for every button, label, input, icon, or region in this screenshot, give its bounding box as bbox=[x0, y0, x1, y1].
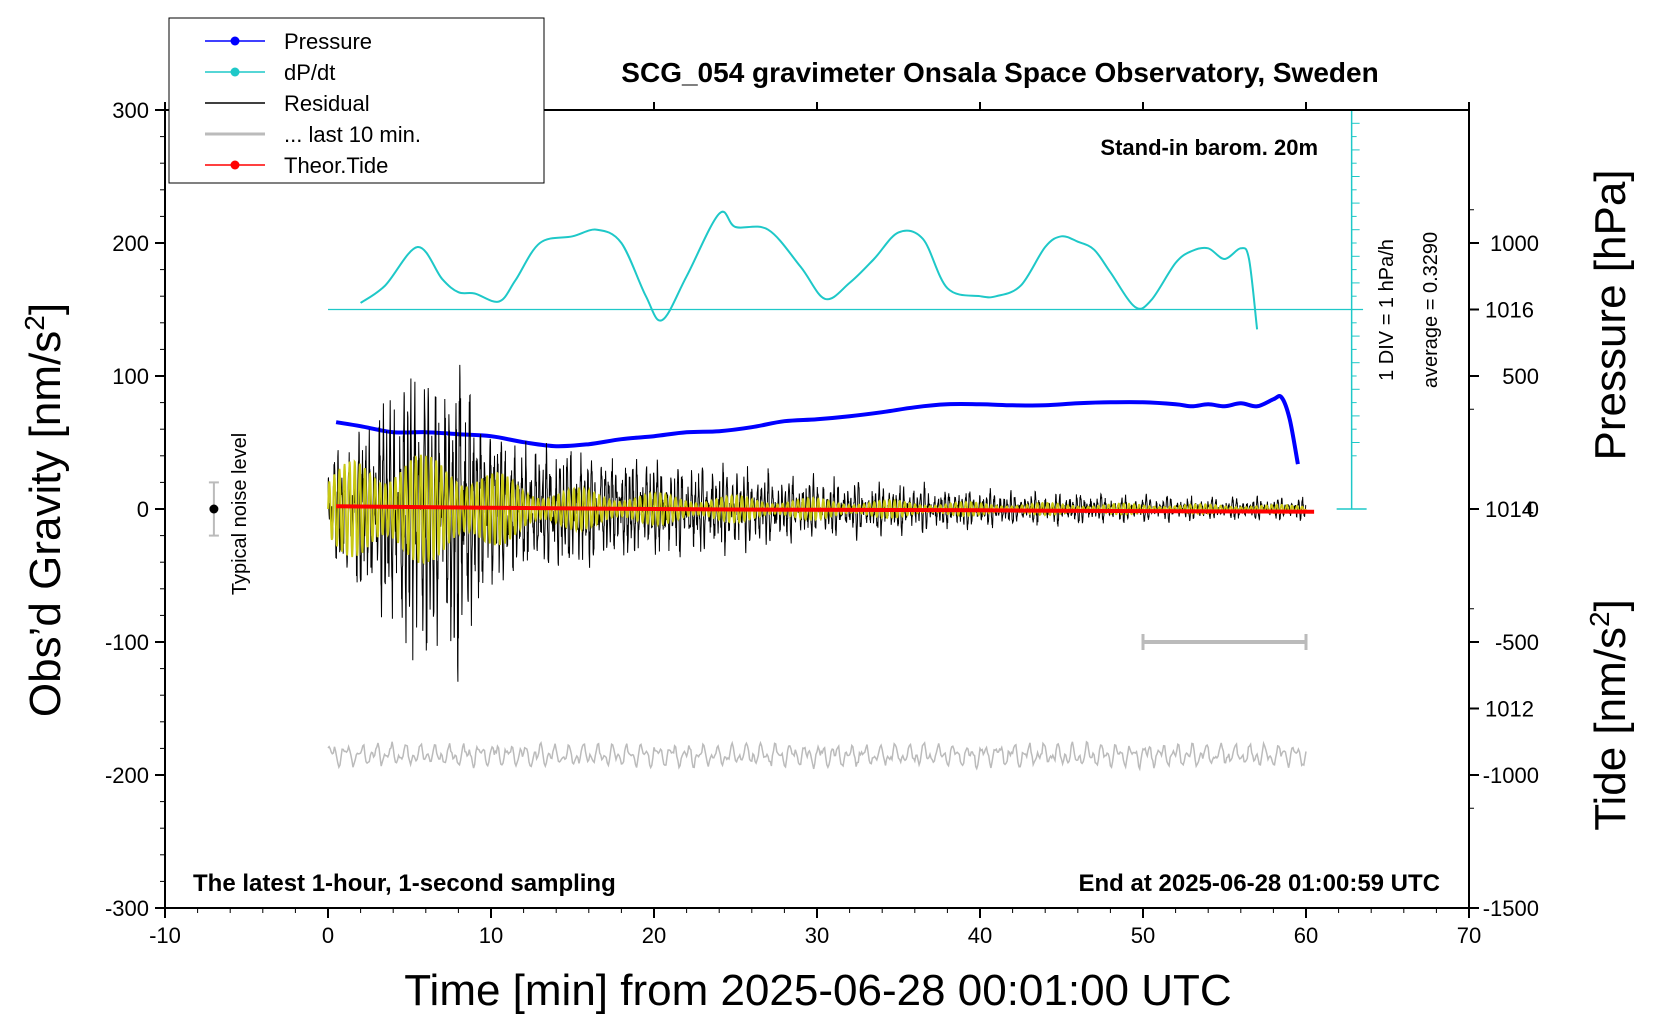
legend: Pressure dP/dt Residual ... last 10 min. The… bbox=[168, 17, 545, 184]
pressure-line bbox=[335, 394, 1300, 465]
legend-entry-label: ... last 10 min. bbox=[284, 122, 421, 147]
x-tick-label: -10 bbox=[149, 923, 181, 948]
barometer-annotation: Stand-in barom. 20m bbox=[1100, 135, 1318, 160]
x-tick-label: 60 bbox=[1294, 923, 1318, 948]
y-axis-title-gravity: Obs’d Gravity [nm/s2] bbox=[19, 303, 70, 717]
average-label: average = 0.3290 bbox=[1420, 232, 1442, 388]
div-scale-label: 1 DIV = 1 hPa/h bbox=[1376, 239, 1398, 381]
tide-tick-label: 500 bbox=[1502, 364, 1539, 389]
y-axis-title-pressure: Pressure [hPa] bbox=[1586, 169, 1635, 460]
chart-title: SCG_054 gravimeter Onsala Space Observat… bbox=[621, 57, 1378, 88]
y-tick-label: -100 bbox=[105, 630, 149, 655]
y-tick-label: 100 bbox=[112, 364, 149, 389]
pressure-tick-label: 1012 bbox=[1485, 697, 1534, 722]
y-tick-label: -200 bbox=[105, 763, 149, 788]
tide-tick-label: -1500 bbox=[1483, 896, 1539, 921]
x-axis-title: Time [min] from 2025-06-28 00:01:00 UTC bbox=[404, 966, 1231, 1015]
tide-tick-label: 1000 bbox=[1490, 231, 1539, 256]
legend-marker bbox=[230, 67, 240, 77]
last-10-min-line bbox=[327, 740, 1307, 772]
latest-hour-annotation: The latest 1-hour, 1-second sampling bbox=[193, 870, 616, 897]
legend-entry-label: dP/dt bbox=[284, 60, 335, 85]
tide-tick-label: 0 bbox=[1527, 497, 1539, 522]
x-tick-label: 10 bbox=[479, 923, 503, 948]
legend-marker bbox=[230, 36, 240, 46]
y-tick-label: 300 bbox=[112, 98, 149, 123]
noise-bar-dot bbox=[209, 504, 219, 514]
y-axis-title-tide: Tide [nm/s2] bbox=[1584, 599, 1635, 831]
y-tick-label: -300 bbox=[105, 896, 149, 921]
legend-entry-label: Residual bbox=[284, 91, 370, 116]
x-tick-label: 0 bbox=[322, 923, 334, 948]
dpdt-scale-axis bbox=[328, 109, 1367, 510]
x-tick-label: 70 bbox=[1457, 923, 1481, 948]
tide-tick-label: -1000 bbox=[1483, 763, 1539, 788]
legend-box bbox=[168, 17, 545, 184]
tide-tick-label: -500 bbox=[1495, 630, 1539, 655]
dpdt-line bbox=[360, 210, 1259, 330]
x-tick-label: 50 bbox=[1131, 923, 1155, 948]
legend-marker bbox=[230, 160, 240, 170]
pressure-tick-label: 1014 bbox=[1485, 497, 1534, 522]
x-tick-label: 20 bbox=[642, 923, 666, 948]
y-tick-label: 200 bbox=[112, 231, 149, 256]
x-tick-label: 40 bbox=[968, 923, 992, 948]
pressure-tick-label: 1016 bbox=[1485, 298, 1534, 323]
theoretical-tide-line bbox=[336, 504, 1315, 514]
legend-entry-label: Theor.Tide bbox=[284, 153, 388, 178]
x-tick-label: 30 bbox=[805, 923, 829, 948]
noise-level-label: Typical noise level bbox=[229, 433, 251, 595]
end-time-annotation: End at 2025-06-28 01:00:59 UTC bbox=[1079, 870, 1441, 897]
legend-entry-label: Pressure bbox=[284, 29, 372, 54]
y-tick-label: 0 bbox=[137, 497, 149, 522]
